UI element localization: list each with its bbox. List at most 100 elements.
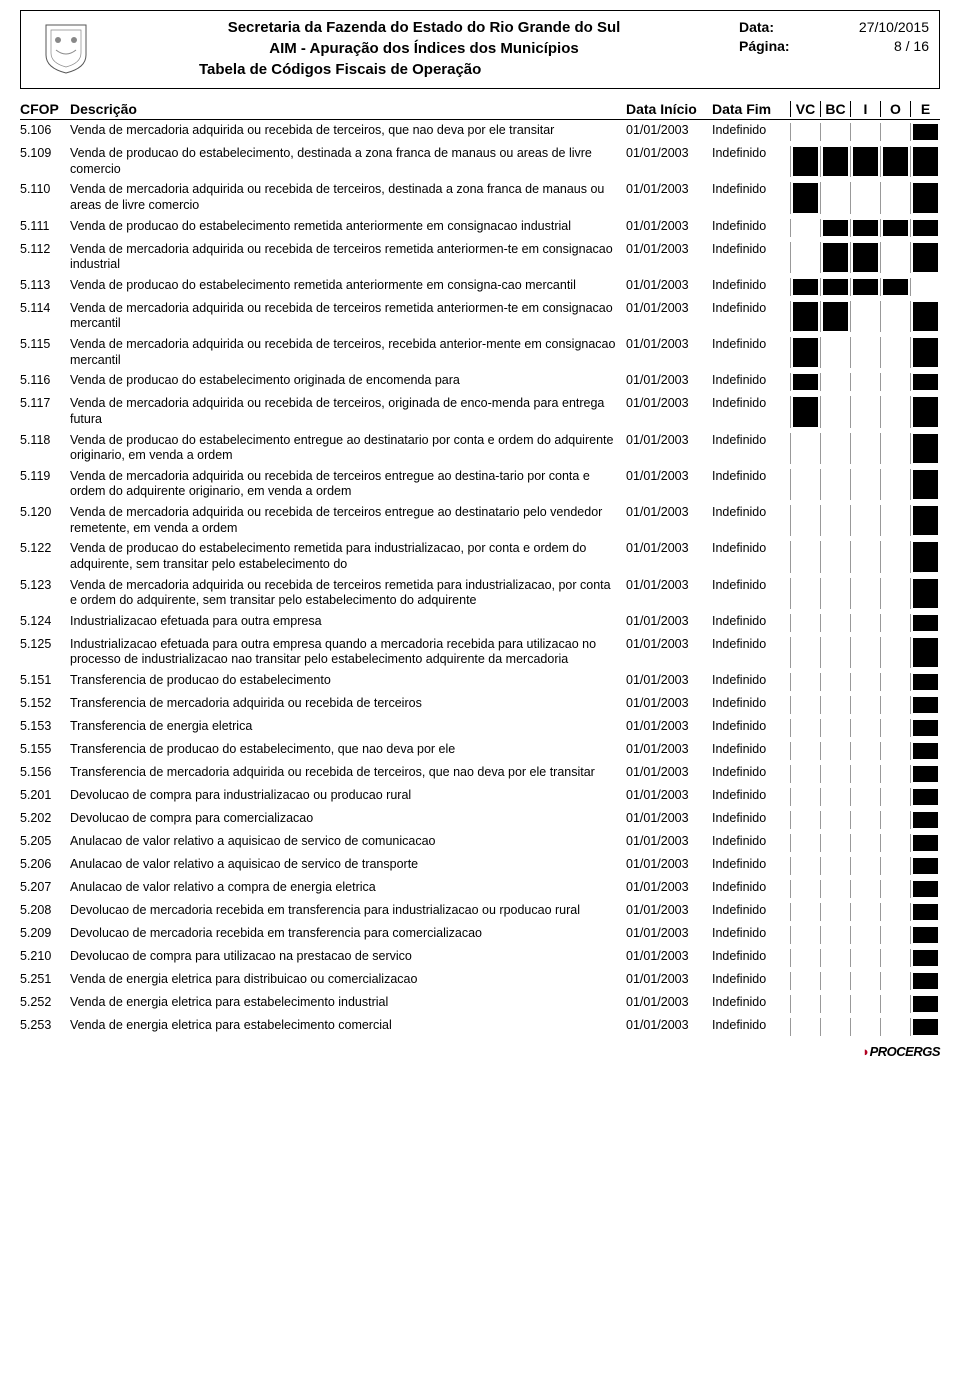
col-header-data-inicio: Data Início: [626, 101, 712, 117]
cell-flag-i: [850, 880, 880, 898]
cell-data-inicio: 01/01/2003: [626, 396, 712, 412]
table-row: 5.125Industrializacao efetuada para outr…: [20, 634, 940, 670]
flag-on-icon: [823, 147, 848, 176]
table-body: 5.106Venda de mercadoria adquirida ou re…: [20, 120, 940, 1038]
flag-on-icon: [913, 950, 938, 966]
cell-data-inicio: 01/01/2003: [626, 949, 712, 965]
table-row: 5.201Devolucao de compra para industrial…: [20, 785, 940, 808]
cell-flag-bc: [820, 182, 850, 213]
cell-desc: Venda de mercadoria adquirida ou recebid…: [70, 505, 626, 536]
cell-flag-vc: [790, 637, 820, 668]
cell-flag-e: [910, 578, 940, 609]
cell-flag-e: [910, 880, 940, 898]
table-row: 5.205Anulacao de valor relativo a aquisi…: [20, 831, 940, 854]
cell-data-fim: Indefinido: [712, 433, 790, 449]
cell-desc: Transferencia de mercadoria adquirida ou…: [70, 765, 626, 781]
cell-flag-vc: [790, 182, 820, 213]
cell-flag-o: [880, 469, 910, 500]
cell-flag-vc: [790, 926, 820, 944]
cell-flag-bc: [820, 1018, 850, 1036]
cell-flag-vc: [790, 673, 820, 691]
cell-desc: Venda de energia eletrica para distribui…: [70, 972, 626, 988]
cell-flag-vc: [790, 541, 820, 572]
cell-flag-bc: [820, 505, 850, 536]
cell-flag-e: [910, 637, 940, 668]
cell-data-fim: Indefinido: [712, 278, 790, 294]
cell-data-fim: Indefinido: [712, 1018, 790, 1034]
col-header-desc: Descrição: [70, 101, 626, 117]
flag-on-icon: [913, 1019, 938, 1035]
table-row: 5.210Devolucao de compra para utilizacao…: [20, 946, 940, 969]
cell-flag-bc: [820, 146, 850, 177]
cell-flag-e: [910, 433, 940, 464]
cell-flag-i: [850, 278, 880, 296]
cell-data-fim: Indefinido: [712, 242, 790, 258]
flag-on-icon: [913, 374, 938, 390]
cell-flag-bc: [820, 219, 850, 237]
cell-flag-o: [880, 742, 910, 760]
vendor-logo: ◗PROCERGS: [20, 1044, 940, 1059]
cell-data-fim: Indefinido: [712, 857, 790, 873]
cell-data-inicio: 01/01/2003: [626, 857, 712, 873]
cell-data-fim: Indefinido: [712, 673, 790, 689]
flag-on-icon: [853, 220, 878, 236]
cell-flag-i: [850, 1018, 880, 1036]
cell-flag-bc: [820, 673, 850, 691]
cell-cfop: 5.202: [20, 811, 70, 827]
cell-flag-bc: [820, 857, 850, 875]
cell-desc: Devolucao de compra para comercializacao: [70, 811, 626, 827]
cell-data-inicio: 01/01/2003: [626, 469, 712, 485]
flag-on-icon: [913, 835, 938, 851]
cell-flag-bc: [820, 637, 850, 668]
cell-desc: Devolucao de compra para industrializaca…: [70, 788, 626, 804]
page-label: Página:: [739, 38, 790, 54]
cell-data-inicio: 01/01/2003: [626, 278, 712, 294]
cell-cfop: 5.118: [20, 433, 70, 449]
cell-desc: Anulacao de valor relativo a aquisicao d…: [70, 834, 626, 850]
cell-data-inicio: 01/01/2003: [626, 788, 712, 804]
cell-flag-i: [850, 219, 880, 237]
table-row: 5.207Anulacao de valor relativo a compra…: [20, 877, 940, 900]
cell-data-fim: Indefinido: [712, 123, 790, 139]
cell-data-inicio: 01/01/2003: [626, 926, 712, 942]
flag-on-icon: [913, 858, 938, 874]
cell-data-fim: Indefinido: [712, 765, 790, 781]
cell-flag-e: [910, 1018, 940, 1036]
cell-flag-bc: [820, 337, 850, 368]
cell-flag-vc: [790, 788, 820, 806]
flag-on-icon: [883, 220, 908, 236]
cell-flag-i: [850, 242, 880, 273]
cell-cfop: 5.205: [20, 834, 70, 850]
cell-flag-i: [850, 469, 880, 500]
cell-flag-o: [880, 834, 910, 852]
cell-cfop: 5.109: [20, 146, 70, 162]
cell-flag-o: [880, 1018, 910, 1036]
cell-flag-o: [880, 541, 910, 572]
cell-desc: Transferencia de producao do estabelecim…: [70, 742, 626, 758]
table-row: 5.115Venda de mercadoria adquirida ou re…: [20, 334, 940, 370]
flag-on-icon: [853, 243, 878, 272]
cell-cfop: 5.122: [20, 541, 70, 557]
flag-on-icon: [913, 996, 938, 1012]
cell-data-inicio: 01/01/2003: [626, 903, 712, 919]
cell-flag-o: [880, 949, 910, 967]
cell-desc: Venda de producao do estabelecimento ent…: [70, 433, 626, 464]
cell-data-inicio: 01/01/2003: [626, 373, 712, 389]
cell-flag-e: [910, 278, 940, 296]
cell-data-fim: Indefinido: [712, 614, 790, 630]
cell-data-inicio: 01/01/2003: [626, 337, 712, 353]
table-row: 5.123Venda de mercadoria adquirida ou re…: [20, 575, 940, 611]
cell-flag-vc: [790, 719, 820, 737]
cell-desc: Venda de mercadoria adquirida ou recebid…: [70, 469, 626, 500]
page-value: 8 / 16: [894, 38, 929, 54]
flag-on-icon: [913, 147, 938, 176]
flag-on-icon: [823, 220, 848, 236]
cell-flag-o: [880, 926, 910, 944]
cell-flag-o: [880, 301, 910, 332]
cell-flag-o: [880, 219, 910, 237]
flag-on-icon: [793, 374, 818, 390]
flag-on-icon: [913, 338, 938, 367]
table-row: 5.155Transferencia de producao do estabe…: [20, 739, 940, 762]
cell-flag-bc: [820, 811, 850, 829]
col-header-e: E: [910, 101, 940, 117]
